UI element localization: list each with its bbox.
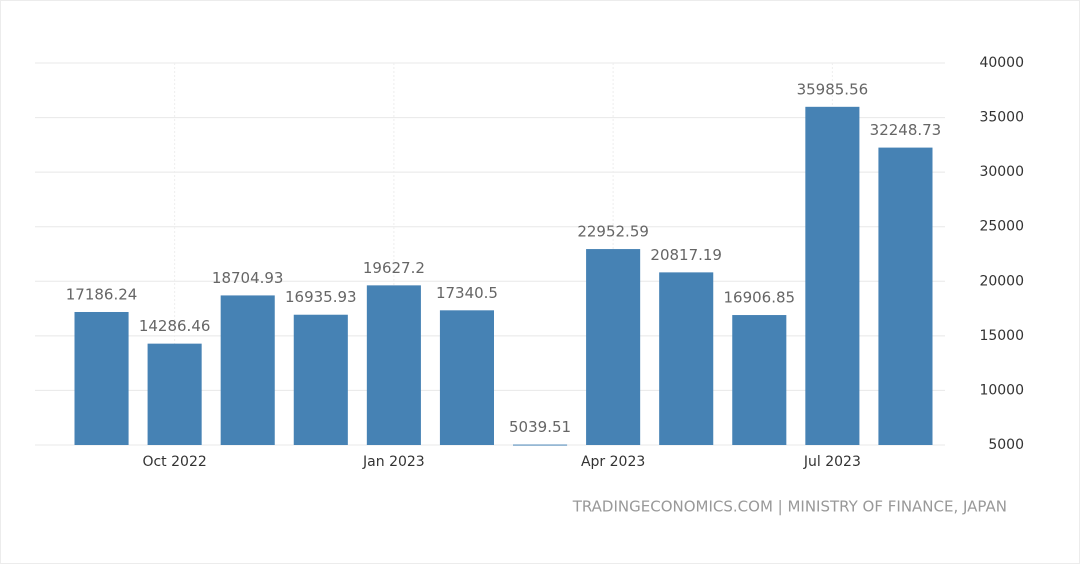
x-tick-label: Apr 2023 xyxy=(581,454,645,470)
bar xyxy=(366,285,421,445)
bar xyxy=(659,272,714,445)
value-label: 19627.2 xyxy=(363,259,425,277)
x-tick-label: Jul 2023 xyxy=(803,454,861,470)
y-tick-label: 15000 xyxy=(979,328,1024,344)
value-label: 20817.19 xyxy=(650,246,722,264)
bar xyxy=(147,343,202,445)
value-label: 17186.24 xyxy=(66,285,138,303)
value-label: 32248.73 xyxy=(870,121,942,139)
bar xyxy=(293,314,348,445)
y-tick-label: 5000 xyxy=(988,437,1024,453)
value-label: 5039.51 xyxy=(509,418,571,436)
source: TRADINGECONOMICS.COM | MINISTRY OF FINAN… xyxy=(572,498,1007,516)
bar xyxy=(439,310,494,445)
value-label: 14286.46 xyxy=(139,317,211,335)
value-label: 22952.59 xyxy=(577,223,649,241)
value-label: 18704.93 xyxy=(212,269,284,287)
x-tick-label: Oct 2022 xyxy=(142,454,206,470)
bar xyxy=(513,444,568,446)
y-tick-label: 20000 xyxy=(979,273,1024,289)
y-tick-label: 40000 xyxy=(979,55,1024,71)
y-tick-label: 30000 xyxy=(979,164,1024,180)
y-tick-label: 10000 xyxy=(979,382,1024,398)
value-label: 16906.85 xyxy=(724,289,796,307)
y-tick-label: 25000 xyxy=(979,219,1024,235)
value-label: 16935.93 xyxy=(285,288,357,306)
bar xyxy=(732,315,787,445)
bar xyxy=(878,147,933,445)
value-label: 17340.5 xyxy=(436,284,498,302)
bar xyxy=(586,249,641,445)
bar xyxy=(805,106,860,445)
y-tick-label: 35000 xyxy=(979,110,1024,126)
value-label: 35985.56 xyxy=(797,80,869,98)
x-tick-label: Jan 2023 xyxy=(362,454,425,470)
bar xyxy=(220,295,275,445)
bar xyxy=(74,311,129,445)
